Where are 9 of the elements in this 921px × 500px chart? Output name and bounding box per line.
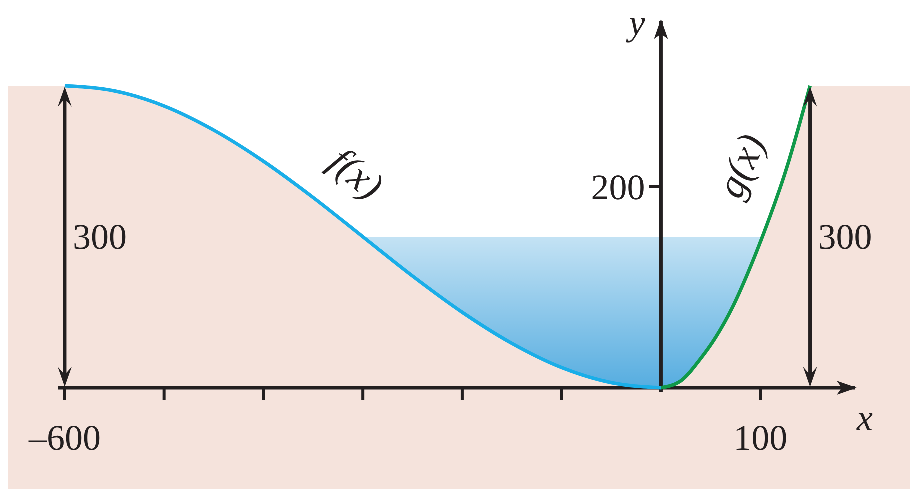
text: g(x): [707, 127, 775, 204]
annotation: 200: [591, 168, 646, 208]
annotation: 300: [72, 217, 127, 257]
x-tick-label: –600: [28, 418, 101, 458]
x-tick-label: 100: [734, 418, 788, 458]
text: f(x): [321, 138, 392, 208]
annotation: 300: [818, 217, 872, 257]
x-axis-title: x: [856, 398, 873, 438]
y-axis-title: y: [626, 3, 646, 44]
